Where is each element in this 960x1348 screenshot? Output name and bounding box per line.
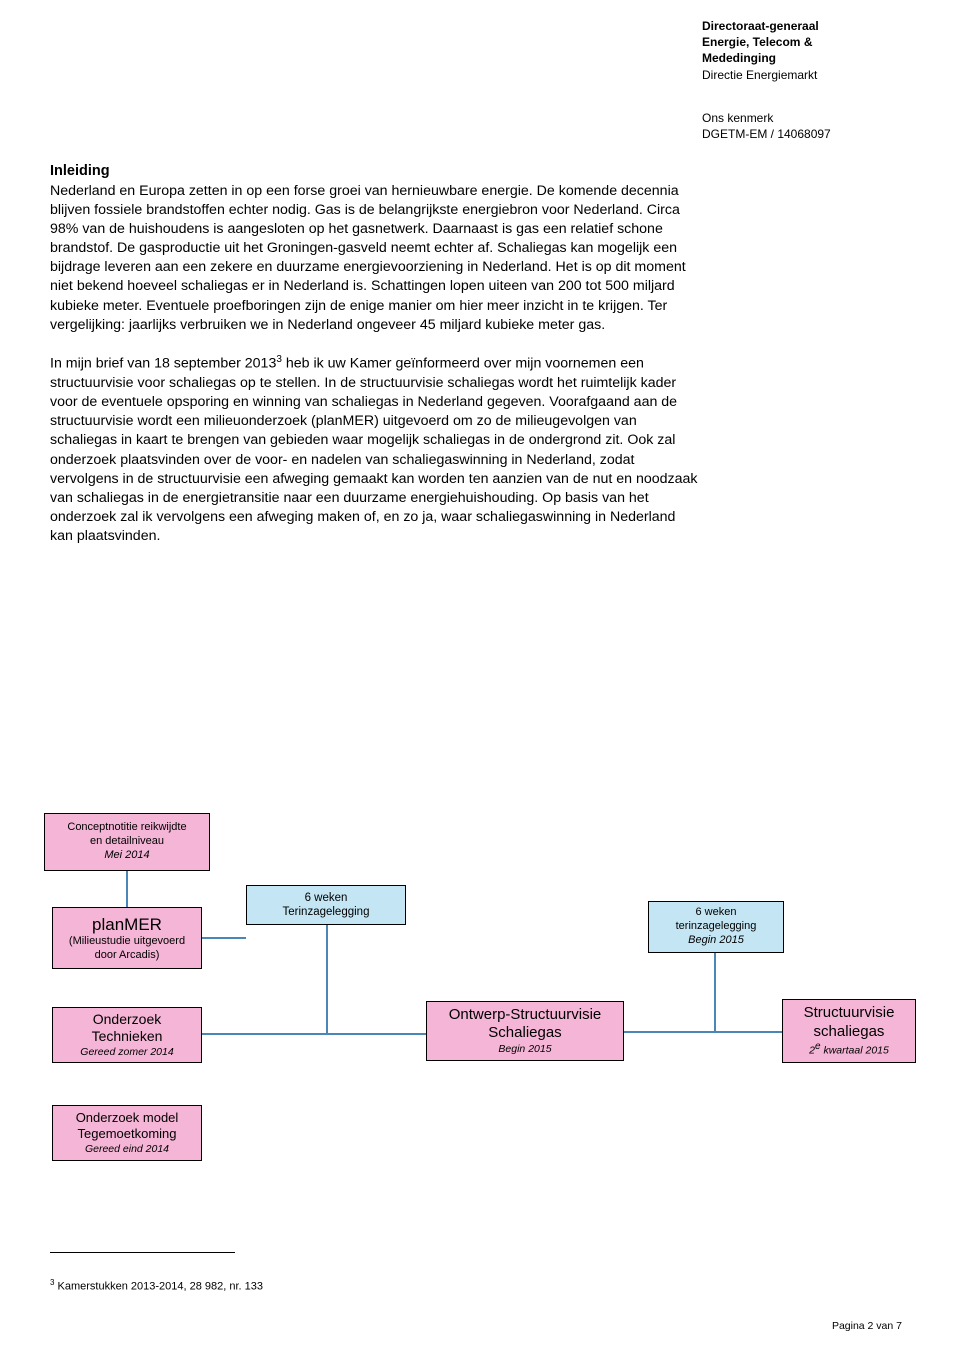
node-line: Structuurvisie (804, 1004, 895, 1023)
node-italic: Begin 2015 (498, 1043, 551, 1056)
node-line: Schaliegas (488, 1024, 561, 1043)
node-line: Ontwerp-Structuurvisie (449, 1006, 602, 1025)
node-structuurvisie: Structuurvisie schaliegas 2e kwartaal 20… (782, 999, 916, 1063)
para2-a: In mijn brief van 18 september 2013 (50, 356, 276, 372)
connector (126, 871, 128, 907)
heading-inleiding: Inleiding (50, 162, 698, 182)
node-conceptnotitie: Conceptnotitie reikwijdte en detailnivea… (44, 813, 210, 871)
node-model-tegemoetkoming: Onderzoek model Tegemoetkoming Gereed ei… (52, 1105, 202, 1161)
node-line: Tegemoetkoming (78, 1126, 177, 1142)
node-italic: Gereed zomer 2014 (80, 1046, 173, 1059)
process-diagram: Conceptnotitie reikwijdte en detailnivea… (44, 813, 916, 1253)
page: Directoraat-generaal Energie, Telecom & … (0, 0, 960, 1348)
node-line: schaliegas (814, 1023, 885, 1042)
node-line: 6 weken (696, 906, 737, 920)
node-line: Conceptnotitie reikwijdte (67, 821, 186, 835)
node-italic: Begin 2015 (688, 934, 744, 948)
header-line4: Directie Energiemarkt (702, 68, 817, 82)
connector (714, 953, 716, 1031)
kenmerk-value: DGETM-EM / 14068097 (702, 127, 831, 141)
node-italic: Mei 2014 (104, 849, 149, 863)
header-directoraat: Directoraat-generaal Energie, Telecom & … (702, 18, 902, 83)
connector (624, 1031, 782, 1033)
node-line: terinzagelegging (676, 920, 757, 934)
footnote: 3 Kamerstukken 2013-2014, 28 982, nr. 13… (50, 1278, 263, 1293)
node-terinzage-1: 6 weken Terinzagelegging (246, 885, 406, 925)
node-terinzage-2: 6 weken terinzagelegging Begin 2015 (648, 901, 784, 953)
node-line: 6 weken (305, 891, 348, 905)
kenmerk-block: Ons kenmerk DGETM-EM / 14068097 (702, 110, 902, 142)
node-title: planMER (92, 914, 162, 935)
node-line: en detailniveau (90, 835, 164, 849)
paragraph-1: Nederland en Europa zetten in op een for… (50, 182, 698, 335)
footnote-rule (50, 1252, 235, 1253)
body-text: Inleiding Nederland en Europa zetten in … (50, 162, 698, 564)
node-technieken: Onderzoek Technieken Gereed zomer 2014 (52, 1007, 202, 1063)
node-planmer: planMER (Milieustudie uitgevoerd door Ar… (52, 907, 202, 969)
connector (202, 1033, 426, 1035)
node-line: Technieken (92, 1028, 163, 1046)
header-line3: Mededinging (702, 51, 776, 65)
paragraph-2: In mijn brief van 18 september 20133 heb… (50, 353, 698, 546)
node-line: door Arcadis) (95, 949, 160, 963)
kenmerk-label: Ons kenmerk (702, 111, 773, 125)
node-italic: 2e kwartaal 2015 (809, 1041, 889, 1058)
connector (202, 937, 246, 939)
node-line: Terinzagelegging (283, 905, 370, 919)
node-line: (Milieustudie uitgevoerd (69, 935, 185, 949)
page-number: Pagina 2 van 7 (832, 1320, 902, 1332)
node-line: Onderzoek (93, 1011, 161, 1029)
header-line1: Directoraat-generaal (702, 19, 819, 33)
node-ontwerp-structuurvisie: Ontwerp-Structuurvisie Schaliegas Begin … (426, 1001, 624, 1061)
footnote-text: Kamerstukken 2013-2014, 28 982, nr. 133 (54, 1281, 263, 1293)
node-line: Onderzoek model (76, 1110, 179, 1126)
node-italic: Gereed eind 2014 (85, 1143, 169, 1156)
header-line2: Energie, Telecom & (702, 35, 812, 49)
connector (326, 925, 328, 1033)
para2-b: heb ik uw Kamer geïnformeerd over mijn v… (50, 356, 698, 545)
